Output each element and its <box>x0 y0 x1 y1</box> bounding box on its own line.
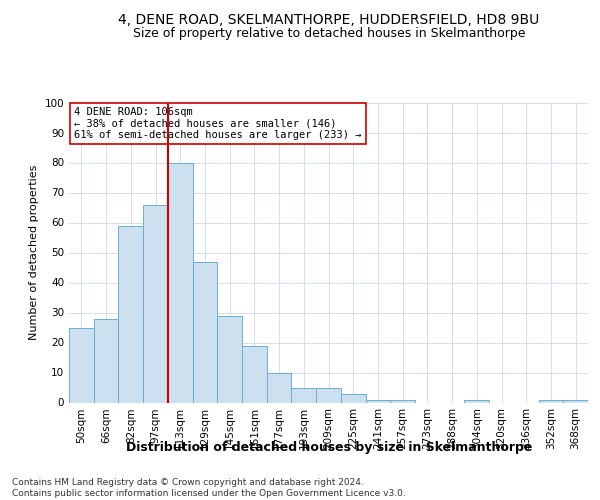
Bar <box>316 388 341 402</box>
Bar <box>193 262 217 402</box>
Bar <box>539 400 563 402</box>
Bar <box>118 226 143 402</box>
Bar <box>563 400 588 402</box>
Bar <box>168 162 193 402</box>
Bar <box>292 388 316 402</box>
Bar <box>464 400 489 402</box>
Bar <box>217 316 242 402</box>
Bar <box>365 400 390 402</box>
Bar <box>242 346 267 403</box>
Bar <box>143 204 168 402</box>
Text: Contains HM Land Registry data © Crown copyright and database right 2024.
Contai: Contains HM Land Registry data © Crown c… <box>12 478 406 498</box>
Text: 4 DENE ROAD: 106sqm
← 38% of detached houses are smaller (146)
61% of semi-detac: 4 DENE ROAD: 106sqm ← 38% of detached ho… <box>74 107 362 140</box>
Text: Distribution of detached houses by size in Skelmanthorpe: Distribution of detached houses by size … <box>125 441 532 454</box>
Text: Size of property relative to detached houses in Skelmanthorpe: Size of property relative to detached ho… <box>133 28 525 40</box>
Bar <box>94 318 118 402</box>
Bar <box>267 372 292 402</box>
Y-axis label: Number of detached properties: Number of detached properties <box>29 165 39 340</box>
Bar <box>341 394 365 402</box>
Bar <box>69 328 94 402</box>
Bar <box>390 400 415 402</box>
Text: 4, DENE ROAD, SKELMANTHORPE, HUDDERSFIELD, HD8 9BU: 4, DENE ROAD, SKELMANTHORPE, HUDDERSFIEL… <box>118 12 539 26</box>
